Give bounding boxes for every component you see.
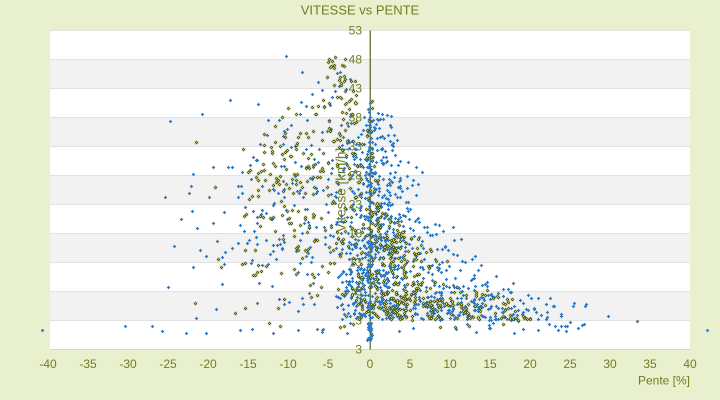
svg-text:25: 25 [563, 357, 577, 371]
svg-text:53: 53 [349, 24, 363, 38]
svg-text:5: 5 [407, 357, 414, 371]
svg-text:-40: -40 [39, 357, 57, 371]
svg-text:35: 35 [643, 357, 657, 371]
svg-text:15: 15 [483, 357, 497, 371]
svg-text:0: 0 [367, 357, 374, 371]
svg-text:10: 10 [443, 357, 457, 371]
svg-text:13: 13 [349, 256, 363, 270]
svg-text:30: 30 [603, 357, 617, 371]
svg-text:VITESSE vs PENTE: VITESSE vs PENTE [301, 3, 420, 18]
svg-text:Pente [%]: Pente [%] [638, 374, 690, 388]
svg-text:20: 20 [523, 357, 537, 371]
svg-text:-15: -15 [239, 357, 257, 371]
svg-text:-30: -30 [119, 357, 137, 371]
svg-text:-10: -10 [279, 357, 297, 371]
svg-text:-25: -25 [159, 357, 177, 371]
svg-text:3: 3 [355, 343, 362, 357]
svg-text:40: 40 [683, 357, 697, 371]
svg-text:-5: -5 [323, 357, 334, 371]
svg-text:48: 48 [349, 53, 363, 67]
svg-text:-35: -35 [79, 357, 97, 371]
svg-text:-20: -20 [199, 357, 217, 371]
svg-text:43: 43 [349, 82, 363, 96]
svg-text:33: 33 [349, 140, 363, 154]
